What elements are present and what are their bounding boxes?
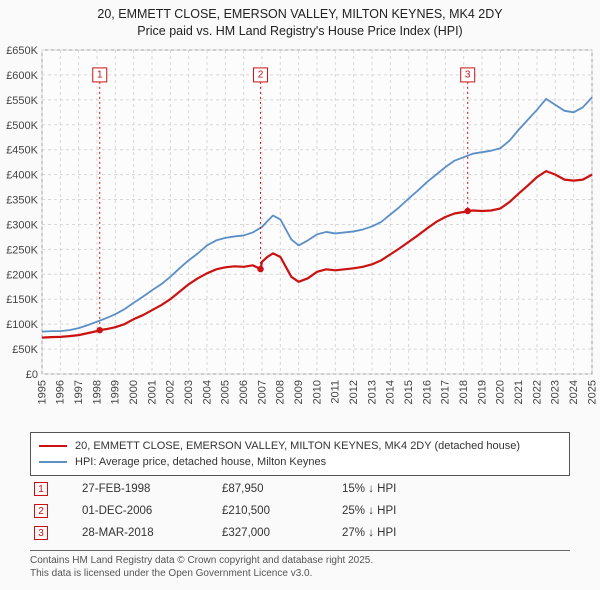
svg-text:£350K: £350K bbox=[6, 195, 38, 207]
svg-text:£300K: £300K bbox=[6, 219, 38, 231]
svg-text:2: 2 bbox=[258, 69, 264, 80]
svg-text:2006: 2006 bbox=[238, 380, 250, 404]
svg-text:1999: 1999 bbox=[110, 380, 122, 404]
svg-text:£100K: £100K bbox=[6, 319, 38, 331]
svg-text:2009: 2009 bbox=[293, 380, 305, 404]
svg-text:2005: 2005 bbox=[220, 380, 232, 404]
svg-text:£650K: £650K bbox=[6, 45, 38, 57]
svg-text:£550K: £550K bbox=[6, 95, 38, 107]
sale-marker-2: 2 bbox=[34, 504, 48, 518]
svg-text:£500K: £500K bbox=[6, 120, 38, 132]
svg-text:2012: 2012 bbox=[348, 380, 360, 404]
svg-text:2024: 2024 bbox=[568, 380, 580, 404]
svg-text:2016: 2016 bbox=[421, 380, 433, 404]
sales-table: 1 27-FEB-1998 £87,950 15% ↓ HPI 2 01-DEC… bbox=[30, 478, 570, 544]
legend-item-property: 20, EMMETT CLOSE, EMERSON VALLEY, MILTON… bbox=[39, 438, 561, 454]
sale-marker-1: 1 bbox=[34, 482, 48, 496]
svg-text:2023: 2023 bbox=[550, 380, 562, 404]
svg-text:£400K: £400K bbox=[6, 170, 38, 182]
svg-text:1995: 1995 bbox=[36, 380, 48, 404]
svg-text:£250K: £250K bbox=[6, 244, 38, 256]
svg-text:2022: 2022 bbox=[531, 380, 543, 404]
svg-text:£200K: £200K bbox=[6, 269, 38, 281]
title-line-2: Price paid vs. HM Land Registry's House … bbox=[10, 23, 590, 40]
sale-delta-3: 27% ↓ HPI bbox=[342, 527, 482, 539]
sale-marker-3: 3 bbox=[34, 526, 48, 540]
sale-price-3: £327,000 bbox=[222, 527, 342, 539]
svg-text:1997: 1997 bbox=[73, 380, 85, 404]
svg-text:1: 1 bbox=[97, 69, 103, 80]
svg-text:£50K: £50K bbox=[12, 344, 38, 356]
svg-text:2013: 2013 bbox=[366, 380, 378, 404]
svg-text:1996: 1996 bbox=[55, 380, 67, 404]
svg-text:2011: 2011 bbox=[330, 380, 342, 404]
chart-container: 20, EMMETT CLOSE, EMERSON VALLEY, MILTON… bbox=[0, 0, 600, 590]
svg-text:2010: 2010 bbox=[311, 380, 323, 404]
svg-text:£600K: £600K bbox=[6, 70, 38, 82]
svg-text:2008: 2008 bbox=[275, 380, 287, 404]
svg-text:3: 3 bbox=[465, 69, 471, 80]
title-line-1: 20, EMMETT CLOSE, EMERSON VALLEY, MILTON… bbox=[10, 6, 590, 23]
svg-text:2020: 2020 bbox=[495, 380, 507, 404]
legend-label-property: 20, EMMETT CLOSE, EMERSON VALLEY, MILTON… bbox=[75, 440, 520, 452]
sale-delta-1: 15% ↓ HPI bbox=[342, 483, 482, 495]
sale-row-2: 2 01-DEC-2006 £210,500 25% ↓ HPI bbox=[30, 500, 570, 522]
footer-attribution: Contains HM Land Registry data © Crown c… bbox=[30, 550, 570, 580]
sale-price-2: £210,500 bbox=[222, 505, 342, 517]
svg-text:2021: 2021 bbox=[513, 380, 525, 404]
svg-text:2001: 2001 bbox=[146, 380, 158, 404]
svg-text:2017: 2017 bbox=[440, 380, 452, 404]
svg-text:£150K: £150K bbox=[6, 294, 38, 306]
svg-text:2000: 2000 bbox=[128, 380, 140, 404]
svg-text:2018: 2018 bbox=[458, 380, 470, 404]
legend-swatch-hpi bbox=[39, 461, 67, 463]
svg-text:1998: 1998 bbox=[91, 380, 103, 404]
sale-price-1: £87,950 bbox=[222, 483, 342, 495]
svg-text:2019: 2019 bbox=[476, 380, 488, 404]
svg-text:£0: £0 bbox=[26, 369, 38, 381]
sale-date-1: 27-FEB-1998 bbox=[82, 483, 222, 495]
sale-row-3: 3 28-MAR-2018 £327,000 27% ↓ HPI bbox=[30, 522, 570, 544]
chart-title: 20, EMMETT CLOSE, EMERSON VALLEY, MILTON… bbox=[0, 0, 600, 40]
svg-text:2015: 2015 bbox=[403, 380, 415, 404]
legend-item-hpi: HPI: Average price, detached house, Milt… bbox=[39, 454, 561, 470]
legend-swatch-property bbox=[39, 445, 67, 447]
sale-date-3: 28-MAR-2018 bbox=[82, 527, 222, 539]
chart-svg: £0 £50K £100K £150K £200K £250K £300K £350K £400… bbox=[0, 44, 600, 424]
svg-text:2003: 2003 bbox=[183, 380, 195, 404]
legend: 20, EMMETT CLOSE, EMERSON VALLEY, MILTON… bbox=[30, 432, 570, 476]
svg-text:2004: 2004 bbox=[201, 380, 213, 404]
svg-text:2007: 2007 bbox=[256, 380, 268, 404]
svg-text:2025: 2025 bbox=[586, 380, 598, 404]
footer-line-2: This data is licensed under the Open Gov… bbox=[30, 567, 570, 580]
chart-plot-area: £0 £50K £100K £150K £200K £250K £300K £350K £400… bbox=[0, 44, 600, 424]
svg-text:2014: 2014 bbox=[385, 380, 397, 404]
footer-line-1: Contains HM Land Registry data © Crown c… bbox=[30, 554, 570, 567]
svg-text:£450K: £450K bbox=[6, 145, 38, 157]
svg-text:2002: 2002 bbox=[165, 380, 177, 404]
sale-delta-2: 25% ↓ HPI bbox=[342, 505, 482, 517]
sale-date-2: 01-DEC-2006 bbox=[82, 505, 222, 517]
sale-row-1: 1 27-FEB-1998 £87,950 15% ↓ HPI bbox=[30, 478, 570, 500]
legend-label-hpi: HPI: Average price, detached house, Milt… bbox=[75, 456, 326, 468]
